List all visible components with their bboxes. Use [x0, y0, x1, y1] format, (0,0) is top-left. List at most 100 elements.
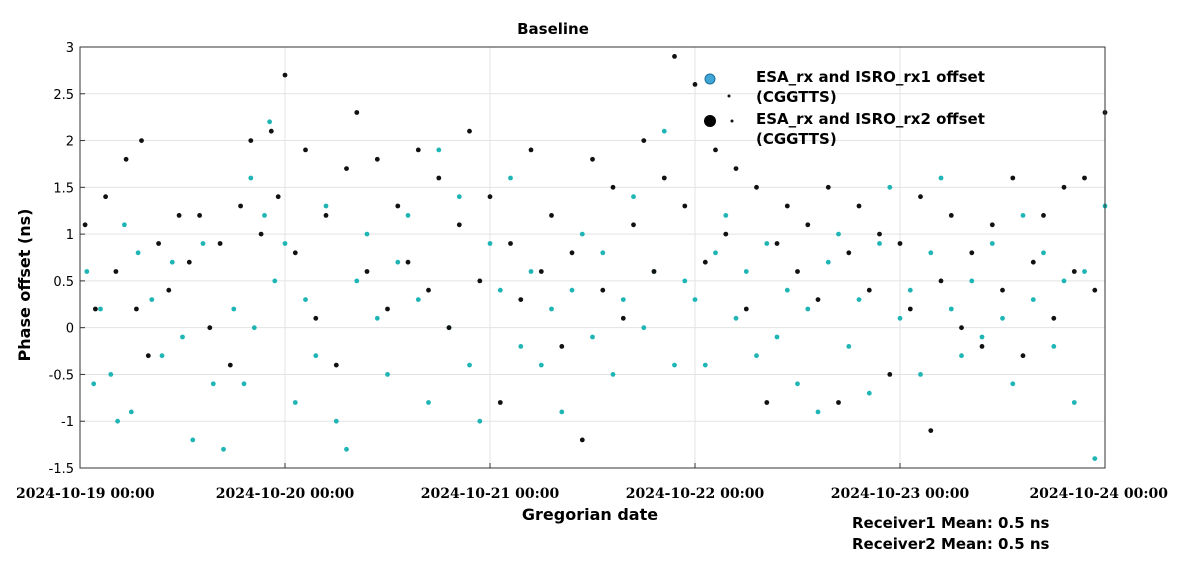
scatter-point — [692, 297, 698, 302]
scatter-point — [672, 54, 677, 59]
scatter-point — [989, 241, 995, 246]
y-axis-ticks: -1.5 -1 -0.5 0 0.5 1 1.5 2 2.5 3 — [49, 41, 85, 477]
scatter-point — [907, 287, 913, 293]
scatter-point — [1000, 315, 1005, 321]
legend-label-line: (CGGTTS) — [756, 130, 837, 148]
legend: ESA_rx and ISRO_rx1 offset (CGGTTS) ESA_r… — [704, 68, 985, 148]
scatter-point — [538, 362, 544, 368]
scatter-point — [98, 306, 103, 312]
x-tick-label: 2024-10-22 00:00 — [626, 486, 765, 502]
scatter-point — [135, 250, 141, 256]
scatter-point — [672, 362, 677, 368]
plot-border — [79, 46, 1106, 469]
scatter-point — [733, 315, 739, 321]
scatter-point — [928, 250, 934, 256]
y-tick-label: -1 — [61, 415, 74, 430]
scatter-point — [145, 353, 151, 359]
y-tick-label: -1.5 — [49, 462, 74, 477]
scatter-point — [415, 147, 421, 153]
scatter-point — [723, 231, 729, 237]
scatter-point — [333, 362, 339, 368]
scatter-point — [467, 128, 472, 134]
scatter-point — [733, 166, 739, 172]
scatter-point — [600, 287, 606, 293]
scatter-point — [538, 269, 544, 274]
scatter-point — [877, 231, 882, 237]
scatter-point — [176, 213, 182, 218]
scatter-point — [128, 409, 134, 415]
scatter-point — [713, 250, 718, 256]
scatter-point — [682, 278, 688, 284]
scatter-point — [795, 381, 800, 387]
scatter-point — [590, 156, 595, 162]
scatter-point — [508, 241, 513, 246]
scatter-point — [303, 297, 308, 302]
scatter-point — [313, 353, 319, 359]
scatter-point — [620, 315, 626, 321]
scatter-point — [600, 250, 606, 256]
series-esa-isro-rx1 — [84, 119, 1108, 461]
scatter-point — [1041, 213, 1046, 218]
scatter-point — [979, 344, 985, 349]
scatter-point — [1030, 259, 1036, 265]
scatter-point — [113, 269, 119, 274]
y-tick-label: 2 — [66, 135, 74, 150]
scatter-point — [1071, 269, 1077, 274]
scatter-point — [456, 222, 462, 228]
scatter-point — [292, 250, 298, 256]
scatter-point — [641, 325, 647, 331]
scatter-point — [989, 222, 995, 228]
scatter-point — [149, 297, 155, 302]
scatter-point — [764, 400, 770, 405]
scatter-point — [487, 194, 493, 200]
scatter-point — [1061, 278, 1067, 284]
scatter-point — [166, 287, 172, 293]
legend-label-line: ESA_rx and ISRO_rx2 offset — [756, 110, 985, 128]
scatter-point — [692, 82, 698, 87]
scatter-point — [825, 184, 831, 190]
scatter-point — [248, 175, 254, 181]
scatter-point — [907, 306, 913, 312]
scatter-point — [477, 278, 483, 284]
scatter-point — [825, 259, 831, 265]
scatter-point — [497, 287, 503, 293]
scatter-point — [272, 278, 278, 284]
scatter-point — [354, 110, 360, 115]
scatter-point — [846, 250, 852, 256]
scatter-point — [364, 269, 370, 274]
scatter-point — [333, 418, 339, 424]
scatter-point — [186, 259, 192, 265]
scatter-point — [631, 222, 636, 228]
scatter-point — [180, 334, 185, 340]
scatter-point — [1092, 287, 1098, 293]
scatter-point — [549, 213, 554, 218]
scatter-point — [836, 231, 841, 237]
scatter-point — [221, 446, 226, 452]
scatter-point — [415, 297, 421, 302]
scatter-point — [579, 231, 585, 237]
scatter-point — [1092, 456, 1098, 461]
scatter-point — [159, 353, 165, 359]
scatter-point — [508, 175, 513, 181]
scatter-point — [897, 241, 903, 246]
plot-area — [79, 46, 1108, 469]
scatter-point — [323, 213, 329, 218]
scatter-point — [682, 203, 688, 209]
legend-marker-rx1-small — [727, 94, 731, 98]
scatter-point — [313, 315, 319, 321]
scatter-point — [661, 175, 667, 181]
scatter-point — [446, 325, 452, 331]
scatter-point — [1030, 297, 1036, 302]
scatter-point — [385, 306, 390, 312]
scatter-point — [969, 250, 975, 256]
scatter-point — [275, 194, 281, 200]
y-tick-label: 1 — [66, 228, 74, 243]
scatter-point — [467, 362, 472, 368]
scatter-point — [569, 287, 575, 293]
scatter-point — [344, 166, 349, 172]
scatter-point — [197, 213, 203, 218]
scatter-point — [569, 250, 575, 256]
scatter-point — [661, 128, 667, 134]
scatter-point — [559, 409, 565, 415]
